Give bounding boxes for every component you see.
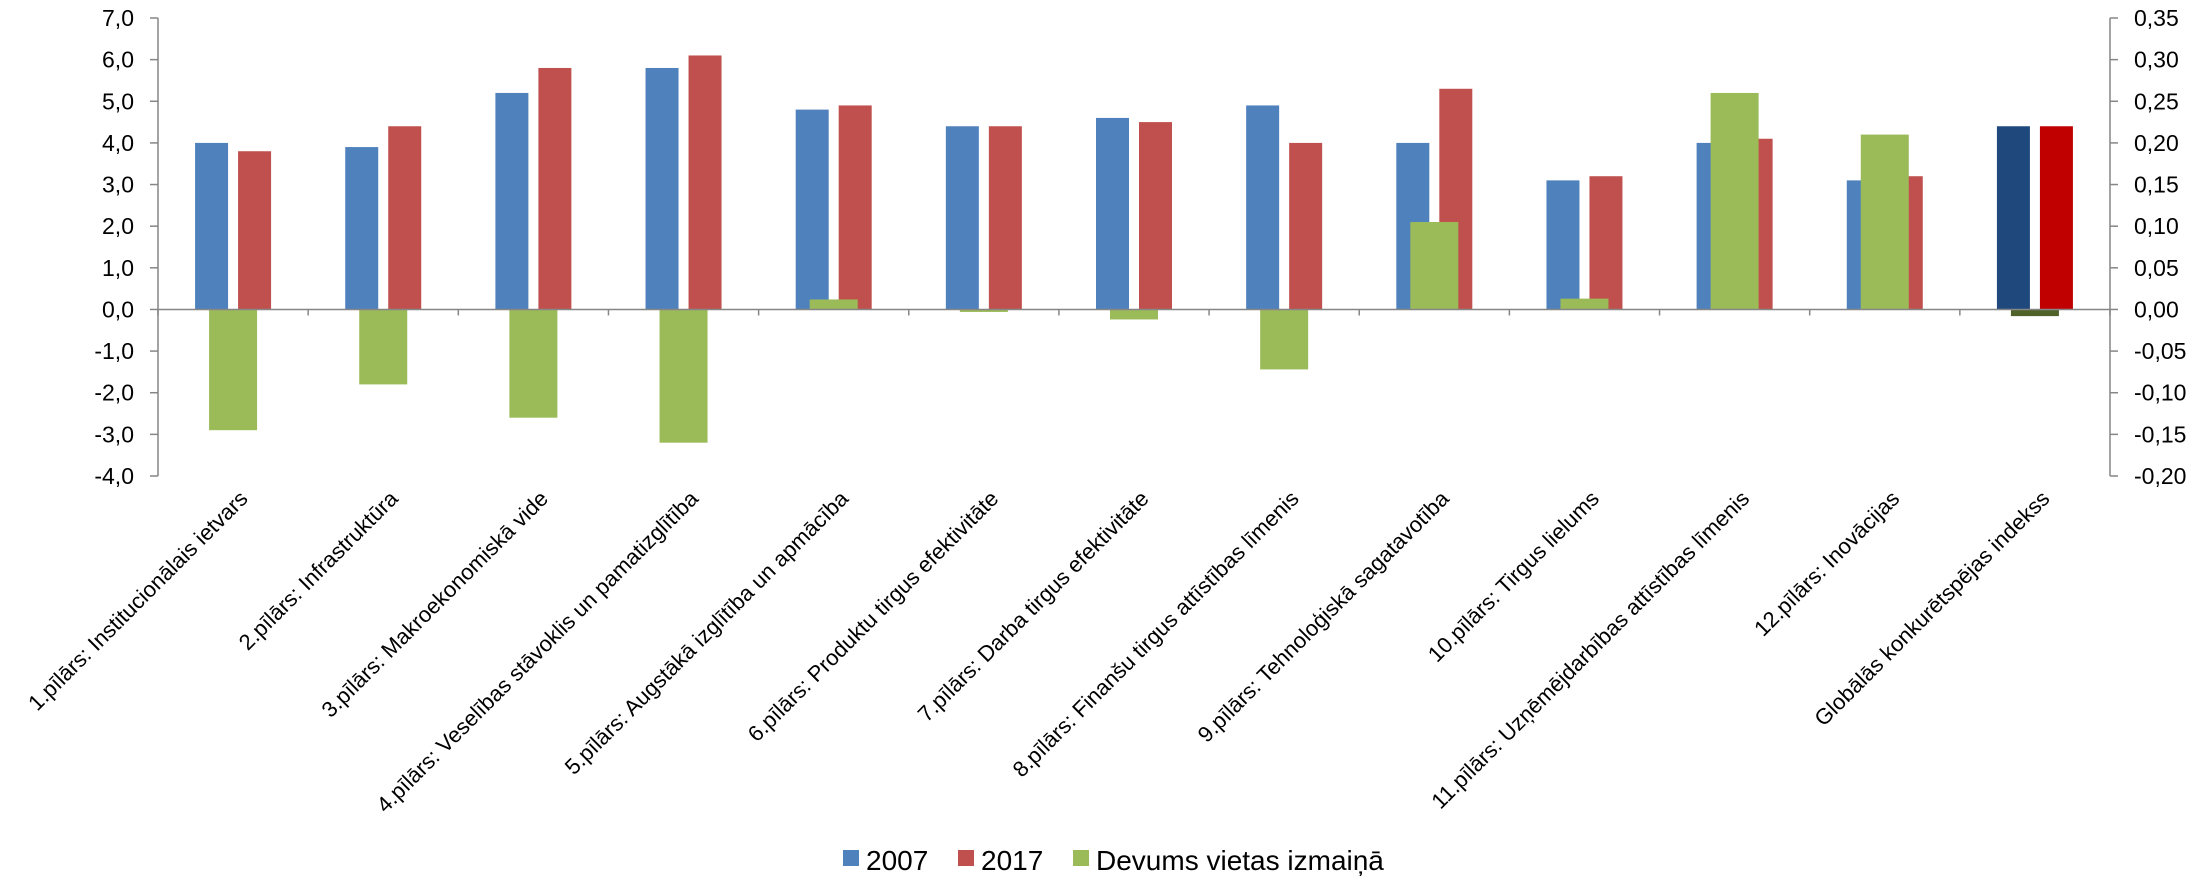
y-left-tick-label: -1,0	[94, 338, 134, 364]
bar-2007	[795, 109, 829, 310]
legend-swatch-3	[1073, 850, 1089, 866]
bar-contribution	[359, 309, 408, 385]
bar-contribution	[2010, 309, 2059, 317]
y-right-tick-label: -0,10	[2134, 380, 2186, 406]
y-left-tick-label: -2,0	[94, 380, 134, 406]
bar-2007	[495, 92, 529, 310]
bar-2007	[1546, 180, 1580, 310]
axes-layer	[150, 17, 2118, 477]
category-label: 8.pīlārs: Finanšu tirgus attīstības līme…	[1008, 486, 1304, 782]
bar-contribution	[1410, 222, 1459, 310]
legend-label-3: Devums vietas izmaiņā	[1096, 845, 1384, 876]
bar-2017	[1139, 122, 1172, 310]
bar-2017	[238, 151, 272, 310]
bar-2007	[945, 126, 979, 310]
bar-2017	[988, 126, 1022, 310]
bar-2007	[195, 142, 229, 310]
legend-swatch-2	[958, 850, 974, 866]
y-right-tick-label: -0,05	[2134, 338, 2186, 364]
category-label: 4.pīlārs: Veselības stāvoklis un pamatiz…	[372, 485, 704, 817]
y-right-tick-label: 0,05	[2134, 255, 2179, 281]
bar-2007	[1096, 117, 1129, 310]
legend-label-2: 2017	[981, 845, 1043, 876]
y-left-tick-label: 5,0	[102, 88, 134, 114]
category-label: 2.pīlārs: Infrastruktūra	[234, 485, 404, 655]
y-left-tick-label: -4,0	[94, 463, 134, 489]
bar-2017	[2039, 126, 2073, 310]
y-left-tick-label: 6,0	[102, 47, 134, 73]
bar-2017	[388, 126, 422, 310]
legend: 2007 2017 Devums vietas izmaiņā	[843, 845, 1384, 876]
y-right-tick-label: -0,15	[2134, 421, 2186, 447]
category-label: 5.pīlārs: Augstākā izglītība un apmācība	[560, 485, 854, 779]
bar-contribution	[509, 309, 558, 418]
y-right-tick-label: 0,15	[2134, 172, 2179, 198]
bar-contribution	[1560, 298, 1609, 310]
y-right-tick-label: 0,10	[2134, 213, 2179, 239]
legend-swatch-1	[843, 850, 859, 866]
bar-2007	[645, 67, 679, 310]
bar-2017	[838, 105, 872, 310]
y-left-tick-label: 1,0	[102, 255, 134, 281]
category-label: 11.pīlārs: Uzņēmējdarbības attīstības lī…	[1426, 486, 1754, 814]
category-label: 6.pīlārs: Produktu tirgus efektivitāte	[743, 486, 1004, 747]
y-left-tick-label: 4,0	[102, 130, 134, 156]
bar-2017	[688, 55, 722, 310]
bar-contribution	[209, 309, 258, 431]
bar-2007	[1996, 126, 2030, 310]
bar-contribution	[1110, 309, 1158, 320]
bar-2007	[1246, 105, 1280, 310]
bar-2017	[1589, 176, 1623, 310]
bar-contribution	[1860, 134, 1909, 310]
y-right-tick-label: -0,20	[2134, 463, 2186, 489]
y-left-tick-label: 7,0	[102, 5, 134, 31]
category-label: 10.pīlārs: Tirgus lielums	[1423, 486, 1604, 667]
legend-label-1: 2007	[866, 845, 928, 876]
category-label: 9.pīlārs: Tehnoloģiskā sagatavotība	[1193, 485, 1455, 747]
y-right-tick-label: 0,00	[2134, 296, 2179, 322]
bar-contribution	[659, 309, 708, 443]
category-label: 1.pīlārs: Institucionālais ietvars	[23, 486, 253, 716]
y-right-tick-label: 0,35	[2134, 5, 2179, 31]
y-left-tick-label: 0,0	[102, 296, 134, 322]
bar-2007	[345, 147, 379, 310]
bars-layer	[195, 55, 2073, 443]
y-right-tick-label: 0,25	[2134, 88, 2179, 114]
y-left-tick-label: 2,0	[102, 213, 134, 239]
y-left-tick-label: -3,0	[94, 421, 134, 447]
y-right-tick-label: 0,30	[2134, 47, 2179, 73]
bar-contribution	[1260, 309, 1309, 370]
category-label: Globālās konkurētspējas indekss	[1809, 486, 2054, 731]
bar-contribution	[1710, 92, 1759, 310]
y-left-tick-label: 3,0	[102, 172, 134, 198]
bar-contribution	[959, 309, 1008, 312]
category-label: 12.pīlārs: Inovācijas	[1749, 486, 1904, 641]
bar-contribution	[809, 299, 858, 310]
bar-2017	[538, 67, 572, 310]
bar-2017	[1289, 142, 1323, 310]
y-right-tick-label: 0,20	[2134, 130, 2179, 156]
